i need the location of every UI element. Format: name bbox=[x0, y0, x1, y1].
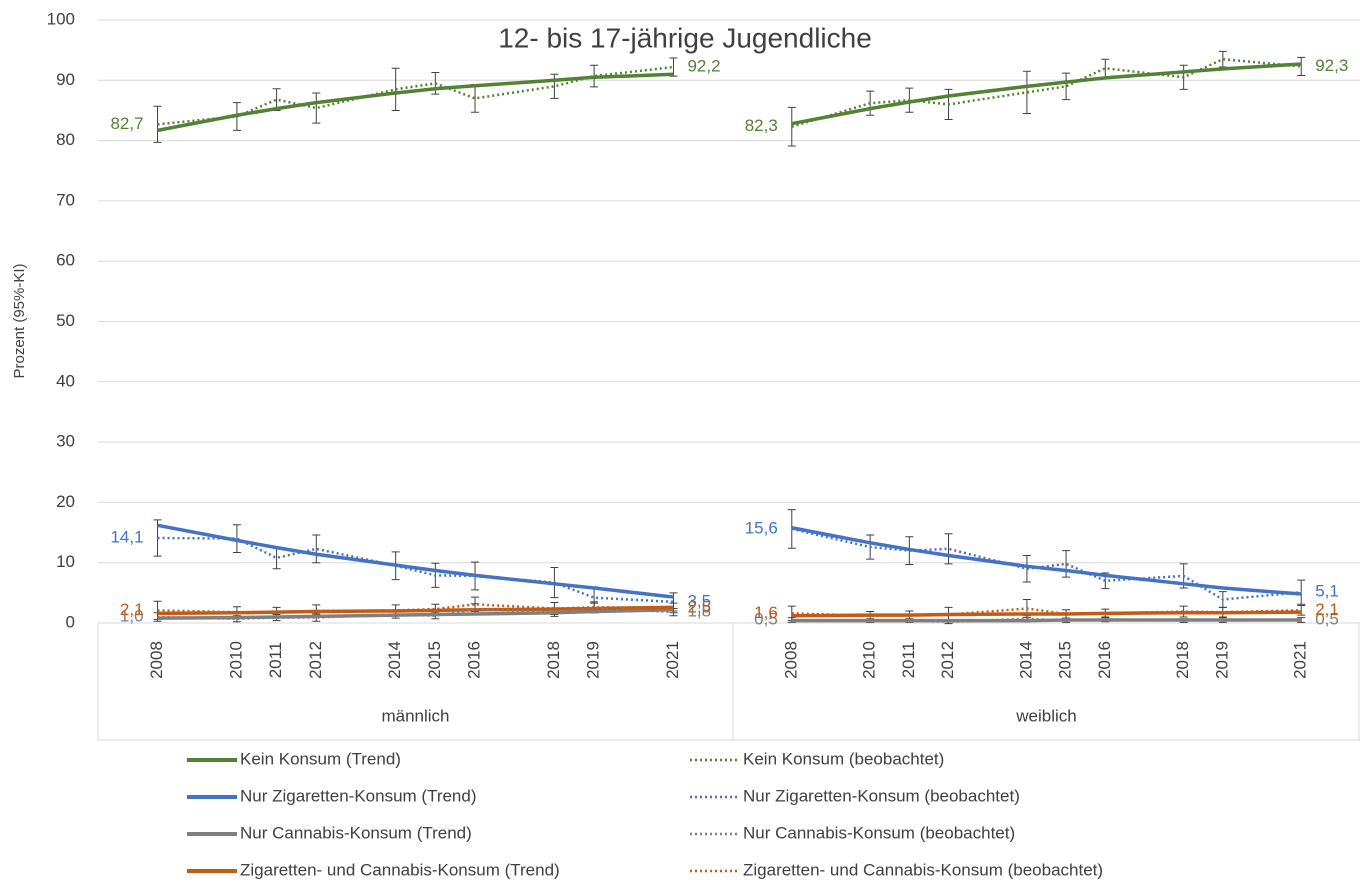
x-tick-label: 2012 bbox=[306, 641, 325, 679]
data-label: 82,7 bbox=[110, 114, 143, 133]
error-bar bbox=[1022, 554, 1031, 583]
trend-line bbox=[157, 605, 674, 616]
y-tick-label: 20 bbox=[56, 492, 75, 511]
y-tick-label: 30 bbox=[56, 432, 75, 451]
data-label: 1,6 bbox=[754, 603, 778, 622]
legend-label: Nur Zigaretten-Konsum (Trend) bbox=[240, 786, 477, 805]
data-label: 82,3 bbox=[745, 116, 778, 135]
legend-label: Zigaretten- und Cannabis-Konsum (beobach… bbox=[743, 860, 1103, 879]
error-bar bbox=[1062, 72, 1071, 101]
observed-line bbox=[791, 607, 1302, 618]
data-label: 2,1 bbox=[1315, 600, 1339, 619]
error-bar bbox=[1297, 617, 1306, 623]
y-tick-label: 70 bbox=[56, 190, 75, 209]
error-bar bbox=[944, 533, 953, 565]
data-label: 0,5 bbox=[754, 609, 778, 628]
y-axis-title: Prozent (95%-KI) bbox=[11, 263, 28, 378]
legend-label: Zigaretten- und Cannabis-Konsum (Trend) bbox=[240, 860, 560, 879]
error-bar bbox=[1062, 550, 1071, 578]
observed-line bbox=[157, 536, 674, 604]
trend-line bbox=[157, 72, 674, 133]
trend-line bbox=[157, 607, 674, 620]
y-tick-label: 50 bbox=[56, 311, 75, 330]
trend-line bbox=[157, 523, 674, 599]
x-tick-label: 2011 bbox=[266, 642, 285, 679]
error-bar bbox=[1022, 70, 1031, 114]
x-tick-label: 2015 bbox=[1056, 641, 1075, 679]
error-bar bbox=[1297, 579, 1306, 605]
observed-line bbox=[791, 527, 1302, 601]
trend-line bbox=[791, 62, 1302, 126]
y-tick-label: 60 bbox=[56, 251, 75, 270]
data-label: 92,3 bbox=[1315, 56, 1348, 75]
x-tick-label: 2010 bbox=[860, 641, 879, 679]
x-tick-label: 2014 bbox=[385, 641, 404, 679]
y-tick-label: 10 bbox=[56, 552, 75, 571]
x-tick-label: 2016 bbox=[465, 641, 484, 679]
data-label: 1,8 bbox=[687, 602, 711, 621]
data-label: 15,6 bbox=[745, 518, 778, 537]
x-tick-label: 2016 bbox=[1095, 641, 1114, 679]
x-tick-label: 2018 bbox=[544, 641, 563, 679]
observed-line bbox=[157, 65, 674, 126]
data-label: 92,2 bbox=[687, 57, 720, 76]
data-label: 2,5 bbox=[687, 597, 711, 616]
data-label: 2,1 bbox=[120, 600, 144, 619]
y-tick-label: 90 bbox=[56, 70, 75, 89]
x-tick-label: 2011 bbox=[899, 642, 918, 679]
legend-label: Nur Zigaretten-Konsum (beobachtet) bbox=[743, 786, 1020, 805]
x-tick-label: 2012 bbox=[938, 641, 957, 679]
observed-line bbox=[791, 57, 1302, 128]
legend-label: Nur Cannabis-Konsum (Trend) bbox=[240, 823, 472, 842]
data-label: 5,1 bbox=[1315, 582, 1339, 601]
data-label: 3,5 bbox=[687, 591, 711, 610]
legend-label: Nur Cannabis-Konsum (beobachtet) bbox=[743, 823, 1015, 842]
error-bar bbox=[232, 524, 241, 553]
data-label: 14,1 bbox=[110, 527, 143, 546]
x-tick-label: 2015 bbox=[425, 641, 444, 679]
legend-label: Kein Konsum (beobachtet) bbox=[743, 749, 944, 768]
error-bar bbox=[787, 106, 796, 147]
error-bar bbox=[550, 73, 559, 99]
error-bar bbox=[1297, 56, 1306, 76]
x-tick-label: 2021 bbox=[1291, 641, 1310, 679]
x-tick-label: 2019 bbox=[584, 641, 603, 679]
trend-line bbox=[791, 610, 1302, 618]
error-bar bbox=[1218, 50, 1227, 68]
error-bar bbox=[312, 92, 321, 124]
data-label: 0,5 bbox=[1315, 609, 1339, 628]
x-tick-label: 2019 bbox=[1212, 641, 1231, 679]
y-tick-label: 100 bbox=[47, 9, 75, 28]
x-tick-label: 2008 bbox=[781, 641, 800, 679]
x-tick-label: 2014 bbox=[1016, 641, 1035, 679]
observed-line bbox=[791, 617, 1302, 624]
group-label: männlich bbox=[381, 706, 449, 725]
data-label: 1,0 bbox=[120, 606, 144, 625]
group-label: weiblich bbox=[1015, 706, 1076, 725]
chart-title: 12- bis 17-jährige Jugendliche bbox=[498, 22, 872, 53]
legend-label: Kein Konsum (Trend) bbox=[240, 749, 401, 768]
error-bar bbox=[153, 105, 162, 143]
x-tick-label: 2021 bbox=[663, 641, 682, 679]
y-tick-label: 80 bbox=[56, 130, 75, 149]
x-tick-label: 2010 bbox=[226, 641, 245, 679]
x-tick-label: 2008 bbox=[147, 641, 166, 679]
y-tick-label: 0 bbox=[66, 612, 75, 631]
y-tick-label: 40 bbox=[56, 371, 75, 390]
x-tick-label: 2018 bbox=[1173, 641, 1192, 679]
trend-line bbox=[791, 526, 1302, 596]
error-bar bbox=[312, 534, 321, 564]
